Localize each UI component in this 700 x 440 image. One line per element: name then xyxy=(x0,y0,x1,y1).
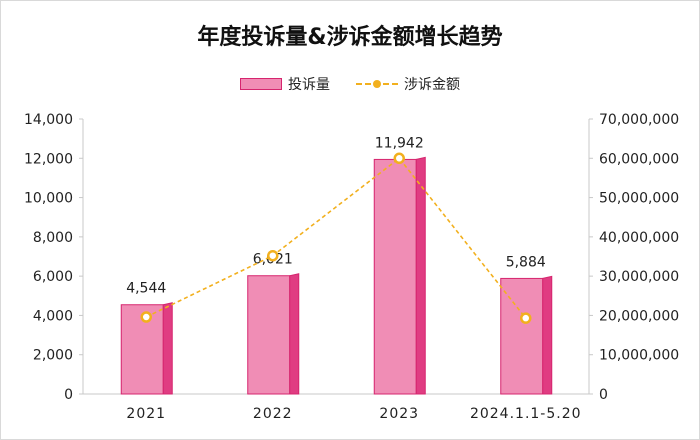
left-tick-label: 2,000 xyxy=(33,348,73,364)
legend-bar-label: 投诉量 xyxy=(288,77,330,93)
left-tick-label: 14,000 xyxy=(24,112,73,128)
left-tick-label: 4,000 xyxy=(33,308,73,324)
left-tick-label: 0 xyxy=(64,387,73,403)
legend-item-bar: 投诉量 xyxy=(240,74,330,94)
legend-line-swatch xyxy=(356,78,398,90)
left-tick-label: 10,000 xyxy=(24,191,73,207)
bar-side xyxy=(542,275,553,395)
chart-title: 年度投诉量&涉诉金额增长趋势 xyxy=(197,25,503,50)
bar-value-label: 11,942 xyxy=(375,135,424,151)
right-tick-label: 30,000,000 xyxy=(599,269,679,285)
right-tick-label: 20,000,000 xyxy=(599,308,679,324)
x-tick-label: 2023 xyxy=(379,406,419,422)
left-tick-label: 8,000 xyxy=(33,230,73,246)
bar-side xyxy=(162,302,173,395)
left-tick-label: 12,000 xyxy=(24,151,73,167)
line-point xyxy=(267,249,279,262)
x-tick-label: 2022 xyxy=(253,406,293,422)
bar-value-label: 4,544 xyxy=(126,281,166,297)
bar-side xyxy=(289,273,300,395)
line-point xyxy=(393,152,405,165)
x-tick-label: 2021 xyxy=(126,406,166,422)
line-point xyxy=(520,312,532,324)
legend-line-label: 涉诉金额 xyxy=(404,77,460,93)
bar-value-label: 5,884 xyxy=(506,254,546,270)
right-tick-label: 10,000,000 xyxy=(599,348,679,364)
right-tick-label: 70,000,000 xyxy=(599,112,679,128)
right-tick-label: 50,000,000 xyxy=(599,191,679,207)
line-series xyxy=(145,157,527,319)
legend-bar-swatch xyxy=(240,78,282,90)
right-tick-label: 40,000,000 xyxy=(599,230,679,246)
left-tick-label: 6,000 xyxy=(33,269,73,285)
chart-legend: 投诉量 涉诉金额 xyxy=(1,74,699,94)
right-tick-label: 60,000,000 xyxy=(599,151,679,167)
legend-item-line: 涉诉金额 xyxy=(356,74,460,94)
bar xyxy=(247,275,291,395)
bar xyxy=(373,158,417,395)
line-point xyxy=(140,311,152,323)
bar-side xyxy=(415,156,426,395)
x-tick-label: 2024.1.1-5.20 xyxy=(470,406,582,422)
bar xyxy=(500,277,544,395)
right-tick-label: 0 xyxy=(599,387,608,403)
